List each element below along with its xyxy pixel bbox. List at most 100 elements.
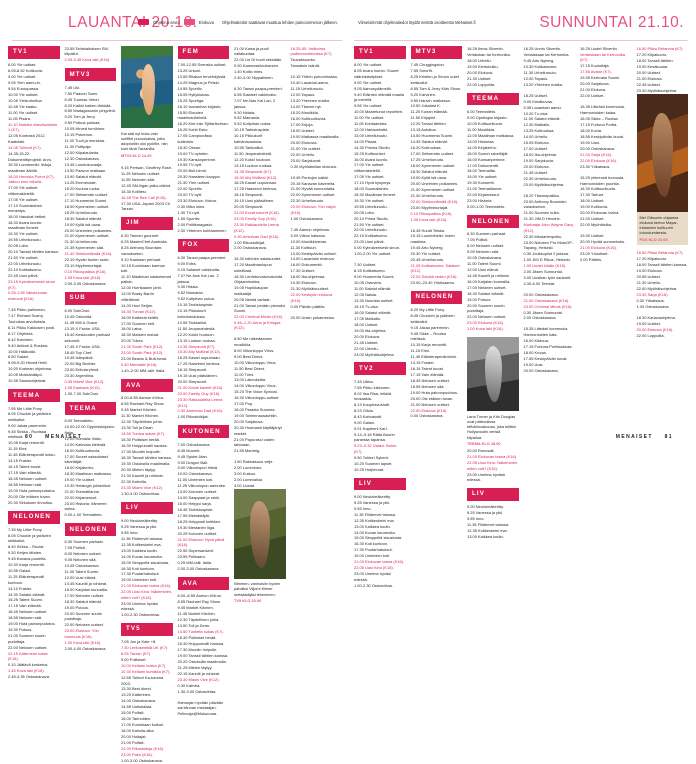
program-entry: 0.30 American Dad (K16). bbox=[234, 233, 280, 239]
program-entry: 19.00 Ilta-ohjelma. bbox=[354, 327, 387, 333]
channel-badge-nelonen[interactable]: NELONEN bbox=[410, 291, 462, 304]
program-entry: 19.00 Sarjakuvia. bbox=[523, 158, 555, 164]
program-entry: 1.00 Uudet kiidän (K16). bbox=[523, 262, 567, 268]
channel-badge-mtv3[interactable]: MTV3 bbox=[64, 68, 116, 82]
program-entry: 8.13 Kauphavustutti. bbox=[354, 402, 391, 408]
program-entry: 18.30 Salatut elämät. bbox=[64, 598, 102, 604]
program-entry: 14.00 Saappaat ja rokki. bbox=[177, 495, 221, 501]
program-entry: 17.00 Yle uutiset viittomakielellä. bbox=[8, 185, 38, 196]
program-entry: 16.20 Kuuma ruoka. bbox=[64, 185, 101, 191]
channel-badge-tv1[interactable]: TV1 bbox=[354, 46, 406, 59]
channel-badge-ava[interactable]: AVA bbox=[121, 379, 173, 392]
program-entry: 20.00 Elokuva. bbox=[467, 69, 494, 75]
program-entry: 10.20 Suomen lapset. bbox=[354, 460, 393, 466]
photo-caption-box: Mel Gibsonin ohjaama elokuva kertoo Maya… bbox=[636, 211, 688, 246]
program-entry: 10.15 Kuninkaan karman koti. bbox=[121, 262, 165, 273]
program-entry: 9.00 Galaxi. bbox=[354, 419, 376, 425]
program-entry: 9.52 Mamania. bbox=[177, 290, 204, 296]
program-entry: 19.55 Urheiluruutu. bbox=[8, 237, 42, 243]
program-entry: 20.00 Ole etäisen tuvan. bbox=[410, 395, 454, 401]
program-entry: 19.05 Hupikkaupan matkaäijä. bbox=[234, 285, 269, 296]
channel-badge-kutonen[interactable]: KUTONEN bbox=[177, 425, 229, 439]
program-entry: 18.30 Tanssii tähtien kanssa. bbox=[121, 454, 172, 460]
channel-badge-nelonen[interactable]: NELONEN bbox=[64, 523, 116, 536]
program-entry: 10.00 Yle uutiset. bbox=[8, 92, 39, 98]
program-entry: 21.35 Kymmenen sää. bbox=[64, 245, 105, 251]
program-entry: 21.45 Uutiset. bbox=[523, 170, 548, 176]
program-entry: 16.05 Sikke – Ruotsa. bbox=[580, 115, 619, 121]
listing-column: 16.25-50: Valikoima pudhumuoktorissa (K7… bbox=[291, 46, 343, 320]
program-entry: 23.00 TV-nytt. bbox=[177, 192, 203, 198]
program-entry: 21.30 Urheiluruutu. bbox=[410, 192, 445, 198]
program-entry: Vertaiskaan tai Kerhonika (K7). bbox=[580, 51, 625, 63]
channel-badge-nelonen[interactable]: NELONEN bbox=[467, 215, 519, 228]
channel-badge-fem[interactable]: FEM bbox=[177, 46, 229, 59]
channel-badge-tv1[interactable]: TV1 bbox=[8, 46, 60, 59]
program-entry: 14.15 Frasier. bbox=[8, 458, 33, 464]
program-entry: 22.30 Kahvilla. bbox=[121, 478, 147, 484]
program-entry: 10.00 Korkean ohjelmaa. bbox=[8, 366, 53, 372]
program-entry: 16.00 Hevosta Poirot (K7). Jatkuu ensi v… bbox=[8, 173, 55, 185]
program-entry: 20.00 Ostoskanava. bbox=[580, 145, 616, 151]
program-entry: 8.50 Madagascarin pingviinit. bbox=[64, 108, 116, 114]
program-entry: 18.00 Uutiset. bbox=[290, 127, 315, 133]
photo-caption-tag: FOX KLO 21.00 bbox=[639, 236, 668, 242]
program-entry: 17.15 Vain elämää. bbox=[410, 371, 445, 377]
channel-badge-teema[interactable]: TEEMA bbox=[467, 92, 519, 106]
program-listing: 9.00 Neuloimäkeritty. 9.25 Vanessa ja pik… bbox=[121, 518, 173, 618]
program-entry: 22.00 Myöhäisohjelma. bbox=[636, 286, 678, 292]
program-entry: 1.00 JIM D Rikos, Helsinki. bbox=[523, 256, 571, 262]
program-entry: 10.45 Ostovirta. bbox=[64, 314, 93, 320]
program-listing: 6.30 Suomen parhaat. 7.05 Poliisit. 8.00 N… bbox=[65, 539, 117, 651]
program-entry: 20.00 Unelmien poikamies. bbox=[410, 180, 459, 186]
program-entry: 9.50 Tohtori Sykerö. bbox=[354, 454, 390, 460]
channel-badge-jim[interactable]: JIM bbox=[121, 216, 173, 230]
program-entry: 9.05 Aamusydämellä. bbox=[354, 85, 392, 91]
program-entry: 9.00 Neuloimäkeritty. bbox=[354, 493, 391, 499]
channel-badge-nelonen[interactable]: NELONEN bbox=[8, 510, 60, 524]
program-entry: 13.50 Toll ja Dean. bbox=[177, 623, 211, 629]
program-entry: 19.00 Tanssii tähtien kanssa. bbox=[177, 652, 229, 658]
program-entry: 19.45 Pentujen kaikki. bbox=[290, 174, 330, 180]
program-entry: 23.00 Uusi päivä. bbox=[354, 239, 385, 245]
program-entry: 22.00 Kirjamessut. bbox=[467, 192, 500, 198]
program-entry: 7.00 Ostoskanava. bbox=[177, 441, 211, 447]
program-listing: 20.00 Unsin pokamestus. bbox=[291, 315, 343, 320]
channel-badge-liv[interactable]: LIV bbox=[121, 501, 173, 515]
program-entry: 2.00 Ostoskanava. bbox=[234, 245, 268, 251]
program-entry: 17.00 Seitsemän uutiset. bbox=[64, 191, 109, 197]
publication-name-left: MENAISET bbox=[45, 434, 83, 440]
program-entry: 10.00 Maaretunut reportteri. bbox=[354, 108, 404, 114]
program-entry: 11.00 Salatut elämät. bbox=[523, 116, 561, 122]
channel-badge-mtv3[interactable]: MTV3 bbox=[410, 46, 462, 59]
channel-badge-tv2[interactable]: TV2 bbox=[354, 362, 406, 376]
channel-badge-sub[interactable]: SUB bbox=[64, 292, 116, 305]
program-entry: 7.30 Lentokentillä UK (K7). bbox=[121, 645, 169, 651]
program-entry: 13.50 Paavon matkaan. bbox=[64, 167, 107, 173]
program-entry: 9.45 Sikke – Ruotsa mielissä. bbox=[410, 330, 446, 342]
channel-badge-tv5[interactable]: TV5 bbox=[121, 623, 173, 636]
channel-badge-teema[interactable]: TEEMA bbox=[64, 402, 116, 415]
page-title-right: SUNNUNTAI 21.10. bbox=[539, 14, 684, 31]
program-entry: 11.00 Trimi. bbox=[234, 371, 255, 377]
program-entry: 13.00 Keskipäivän uutiset. bbox=[290, 250, 337, 256]
program-entry: 0.30 Kahvila. bbox=[177, 682, 201, 688]
program-entry: 18.55 Nelosen sää. bbox=[8, 615, 43, 621]
channel-badge-fox[interactable]: FOX bbox=[177, 238, 229, 252]
program-entry: 9.40 Eläinten elämää maalla ja merellä. bbox=[354, 91, 404, 102]
program-entry: 7.45 Pikku palloneen. bbox=[8, 306, 46, 312]
publication-name-right: MENAISET bbox=[615, 434, 653, 440]
program-entry: 17.30 Tarinat. bbox=[580, 192, 604, 198]
program-entry: 22.00 Keskiyön elokuva (K16). bbox=[290, 292, 333, 303]
channel-badge-teema[interactable]: TEEMA bbox=[8, 389, 60, 403]
channel-badge-liv[interactable]: LIV bbox=[354, 477, 406, 491]
program-entry: 11.15 Urheiluruutu. bbox=[290, 86, 324, 92]
program-entry: Murhaaja John Wayne Gacy (K12). bbox=[523, 222, 574, 233]
channel-badge-liv[interactable]: LIV bbox=[467, 487, 519, 501]
program-entry: 23.30 Elokuva: Voima. bbox=[177, 198, 217, 204]
listing-column: 16.25 Unnin Silvertin. Vertaiskaan tai Ke… bbox=[524, 46, 576, 374]
program-entry: 16.30 Koti kuntoon. bbox=[354, 541, 389, 547]
program-entry: 23.00 Unelma hyväsi edessä. bbox=[354, 571, 391, 582]
channel-badge-ava[interactable]: AVA bbox=[177, 577, 229, 590]
program-entry: 8.00 Viikonloppu Virus. bbox=[234, 347, 275, 353]
